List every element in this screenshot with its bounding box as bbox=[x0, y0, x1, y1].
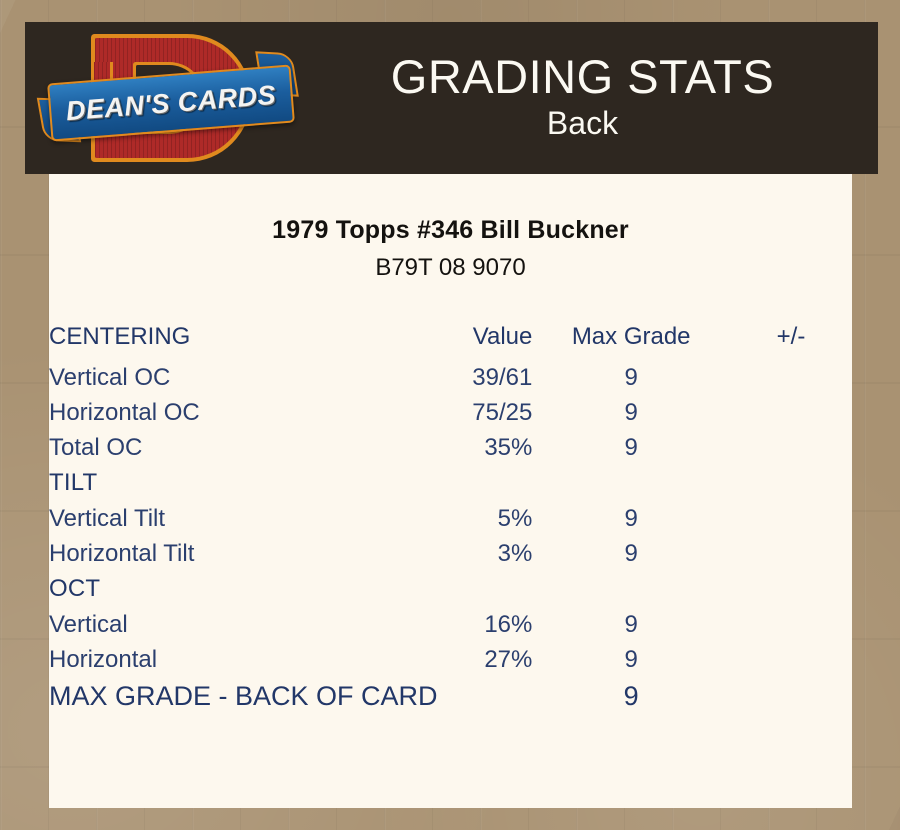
stat-label: Vertical bbox=[49, 611, 128, 638]
section-header-row: OCT bbox=[49, 575, 852, 611]
content-panel: 1979 Topps #346 Bill Buckner B79T 08 907… bbox=[49, 174, 852, 808]
stat-max-grade: 9 bbox=[624, 646, 638, 673]
stat-plus-minus bbox=[730, 611, 852, 646]
column-header-centering: CENTERING bbox=[49, 323, 191, 350]
page-subtitle: Back bbox=[546, 104, 619, 141]
table-row: Vertical Tilt 5% 9 bbox=[49, 505, 852, 540]
stat-value: 75/25 bbox=[472, 399, 533, 426]
table-row: Horizontal 27% 9 bbox=[49, 646, 852, 681]
logo-banner-text: DEAN'S CARDS bbox=[64, 79, 278, 126]
stat-max-grade: 9 bbox=[624, 399, 638, 426]
card-title: 1979 Topps #346 Bill Buckner bbox=[272, 216, 629, 244]
stat-value: 16% bbox=[484, 611, 533, 638]
stat-plus-minus bbox=[730, 399, 852, 434]
column-header-value: Value bbox=[472, 323, 533, 350]
table-row: Total OC 35% 9 bbox=[49, 434, 852, 469]
stat-label: Total OC bbox=[49, 434, 143, 461]
column-header-plus-minus: +/- bbox=[776, 323, 806, 350]
stat-plus-minus bbox=[730, 646, 852, 681]
stat-value: 35% bbox=[484, 434, 533, 461]
stat-value: 3% bbox=[497, 540, 533, 567]
table-header-row: CENTERING Value Max Grade +/- bbox=[49, 323, 852, 364]
section-label: TILT bbox=[49, 469, 98, 496]
logo-ribbon-banner: DEAN'S CARDS bbox=[47, 64, 295, 142]
table-row: Vertical OC 39/61 9 bbox=[49, 364, 852, 399]
table-body: Vertical OC 39/61 9 Horizontal OC 75/25 9 Tota… bbox=[49, 364, 852, 681]
stat-label: Vertical Tilt bbox=[49, 505, 166, 532]
max-grade-total-row: MAX GRADE - BACK OF CARD 9 bbox=[49, 681, 852, 721]
header-band: DEAN'S CARDS GRADING STATS Back bbox=[25, 22, 878, 174]
stat-label: Horizontal OC bbox=[49, 399, 200, 426]
max-grade-label: MAX GRADE - BACK OF CARD bbox=[49, 681, 438, 711]
stat-label: Vertical OC bbox=[49, 364, 171, 391]
header-title-group: GRADING STATS Back bbox=[299, 53, 878, 143]
stat-value: 27% bbox=[484, 646, 533, 673]
section-label: OCT bbox=[49, 575, 101, 602]
deans-cards-logo[interactable]: DEAN'S CARDS bbox=[36, 28, 299, 168]
table-row: Vertical 16% 9 bbox=[49, 611, 852, 646]
stat-plus-minus bbox=[730, 364, 852, 399]
stat-plus-minus bbox=[730, 505, 852, 540]
table-row: Horizontal OC 75/25 9 bbox=[49, 399, 852, 434]
stat-max-grade: 9 bbox=[624, 611, 638, 638]
grading-stats-table: CENTERING Value Max Grade +/- Vertical O… bbox=[49, 323, 852, 721]
max-grade-plus-minus bbox=[730, 681, 852, 721]
stat-plus-minus bbox=[730, 540, 852, 575]
table-row: Horizontal Tilt 3% 9 bbox=[49, 540, 852, 575]
stat-value: 39/61 bbox=[472, 364, 533, 391]
stat-max-grade: 9 bbox=[624, 434, 638, 461]
stat-max-grade: 9 bbox=[624, 505, 638, 532]
card-serial-number: B79T 08 9070 bbox=[375, 254, 526, 281]
stat-plus-minus bbox=[730, 434, 852, 469]
stat-max-grade: 9 bbox=[624, 364, 638, 391]
max-grade-value: 9 bbox=[623, 681, 639, 711]
page-title: GRADING STATS bbox=[390, 50, 775, 104]
section-header-row: TILT bbox=[49, 469, 852, 505]
stat-label: Horizontal Tilt bbox=[49, 540, 195, 567]
stat-label: Horizontal bbox=[49, 646, 158, 673]
stat-value: 5% bbox=[497, 505, 533, 532]
column-header-max-grade: Max Grade bbox=[571, 323, 691, 350]
stat-max-grade: 9 bbox=[624, 540, 638, 567]
